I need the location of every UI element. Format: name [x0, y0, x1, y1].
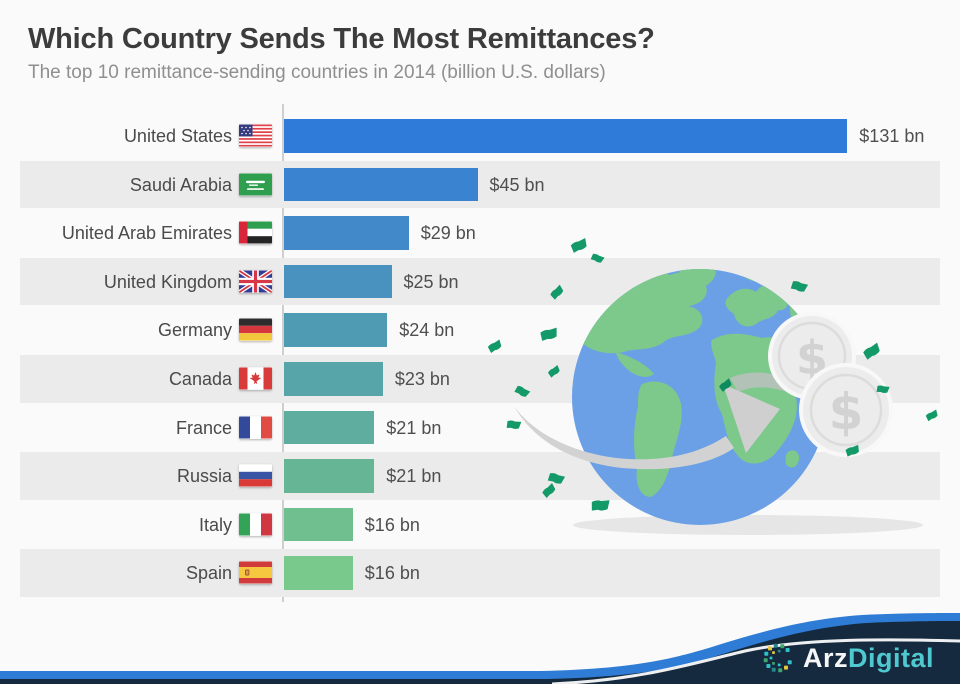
axis-line	[282, 104, 284, 602]
footer-wave	[0, 613, 960, 684]
value-label: $24 bn	[399, 320, 455, 341]
flag-icon-us	[239, 124, 272, 147]
value-label: $23 bn	[394, 369, 450, 389]
flag-icon-sa	[239, 173, 272, 196]
flag-icon-ca	[239, 367, 272, 390]
table-row-de: Germany $24 bn	[20, 306, 940, 354]
flag-icon-es	[239, 561, 272, 584]
value-label: $45 bn	[489, 174, 545, 195]
value-label: $29 bn	[420, 223, 476, 244]
table-row-gb: United Kingdom $25 bn	[20, 257, 940, 306]
bar	[284, 362, 383, 396]
table-row-fr: France $21 bn	[20, 404, 940, 452]
value-label: $21 bn	[386, 466, 442, 487]
country-label: United Kingdom	[103, 271, 232, 292]
bar	[284, 167, 478, 202]
table-row-es: Spain $16 bn	[20, 549, 940, 597]
value-label: $131 bn	[859, 126, 925, 146]
value-label: $16 bn	[364, 514, 420, 535]
country-label: France	[175, 417, 232, 438]
table-row-ca: Canada $23 bn	[20, 355, 940, 403]
bar	[284, 410, 375, 445]
bar	[284, 216, 409, 250]
flag-icon-gb	[239, 269, 272, 293]
brand-logo: ArzDigital	[760, 639, 934, 677]
arzdigital-logo-icon	[763, 643, 792, 673]
country-label: United States	[123, 126, 232, 146]
country-label: Italy	[198, 514, 232, 535]
value-label: $16 bn	[364, 563, 420, 584]
flag-icon-fr	[239, 416, 272, 439]
country-label: United Arab Emirates	[61, 223, 232, 244]
table-row-ae: United Arab Emirates $29 bn	[20, 209, 940, 257]
brand-text-digital: Digital	[848, 642, 935, 673]
header: Which Country Sends The Most Remittances…	[28, 22, 932, 84]
table-row-sa: Saudi Arabia $45 bn	[20, 160, 940, 209]
country-label: Saudi Arabia	[129, 174, 232, 195]
page-title: Which Country Sends The Most Remittances…	[28, 23, 655, 55]
bar	[284, 507, 353, 542]
flag-icon-ru	[239, 464, 272, 487]
bar	[284, 313, 388, 347]
country-label: Spain	[185, 563, 232, 584]
country-label: Russia	[176, 466, 232, 487]
table-row-it: Italy $16 bn	[20, 501, 940, 549]
country-label: Canada	[168, 369, 232, 389]
table-row-us: United States $131 bn	[20, 112, 940, 160]
value-label: $25 bn	[403, 271, 459, 292]
bar	[284, 264, 392, 299]
bar	[284, 119, 848, 153]
chart-rows: United States $131 bn Saudi Arabia $45 bn Un…	[0, 112, 960, 602]
bar	[284, 556, 353, 590]
brand-text-arz: Arz	[803, 642, 849, 673]
flag-icon-it	[239, 513, 272, 536]
page-subtitle: The top 10 remittance-sending countries …	[28, 62, 606, 83]
bar	[284, 459, 375, 493]
flag-icon-ae	[239, 221, 272, 244]
flag-icon-de	[239, 318, 272, 341]
country-label: Germany	[157, 320, 232, 341]
table-row-ru: Russia $21 bn	[20, 452, 940, 500]
value-label: $21 bn	[386, 417, 442, 438]
